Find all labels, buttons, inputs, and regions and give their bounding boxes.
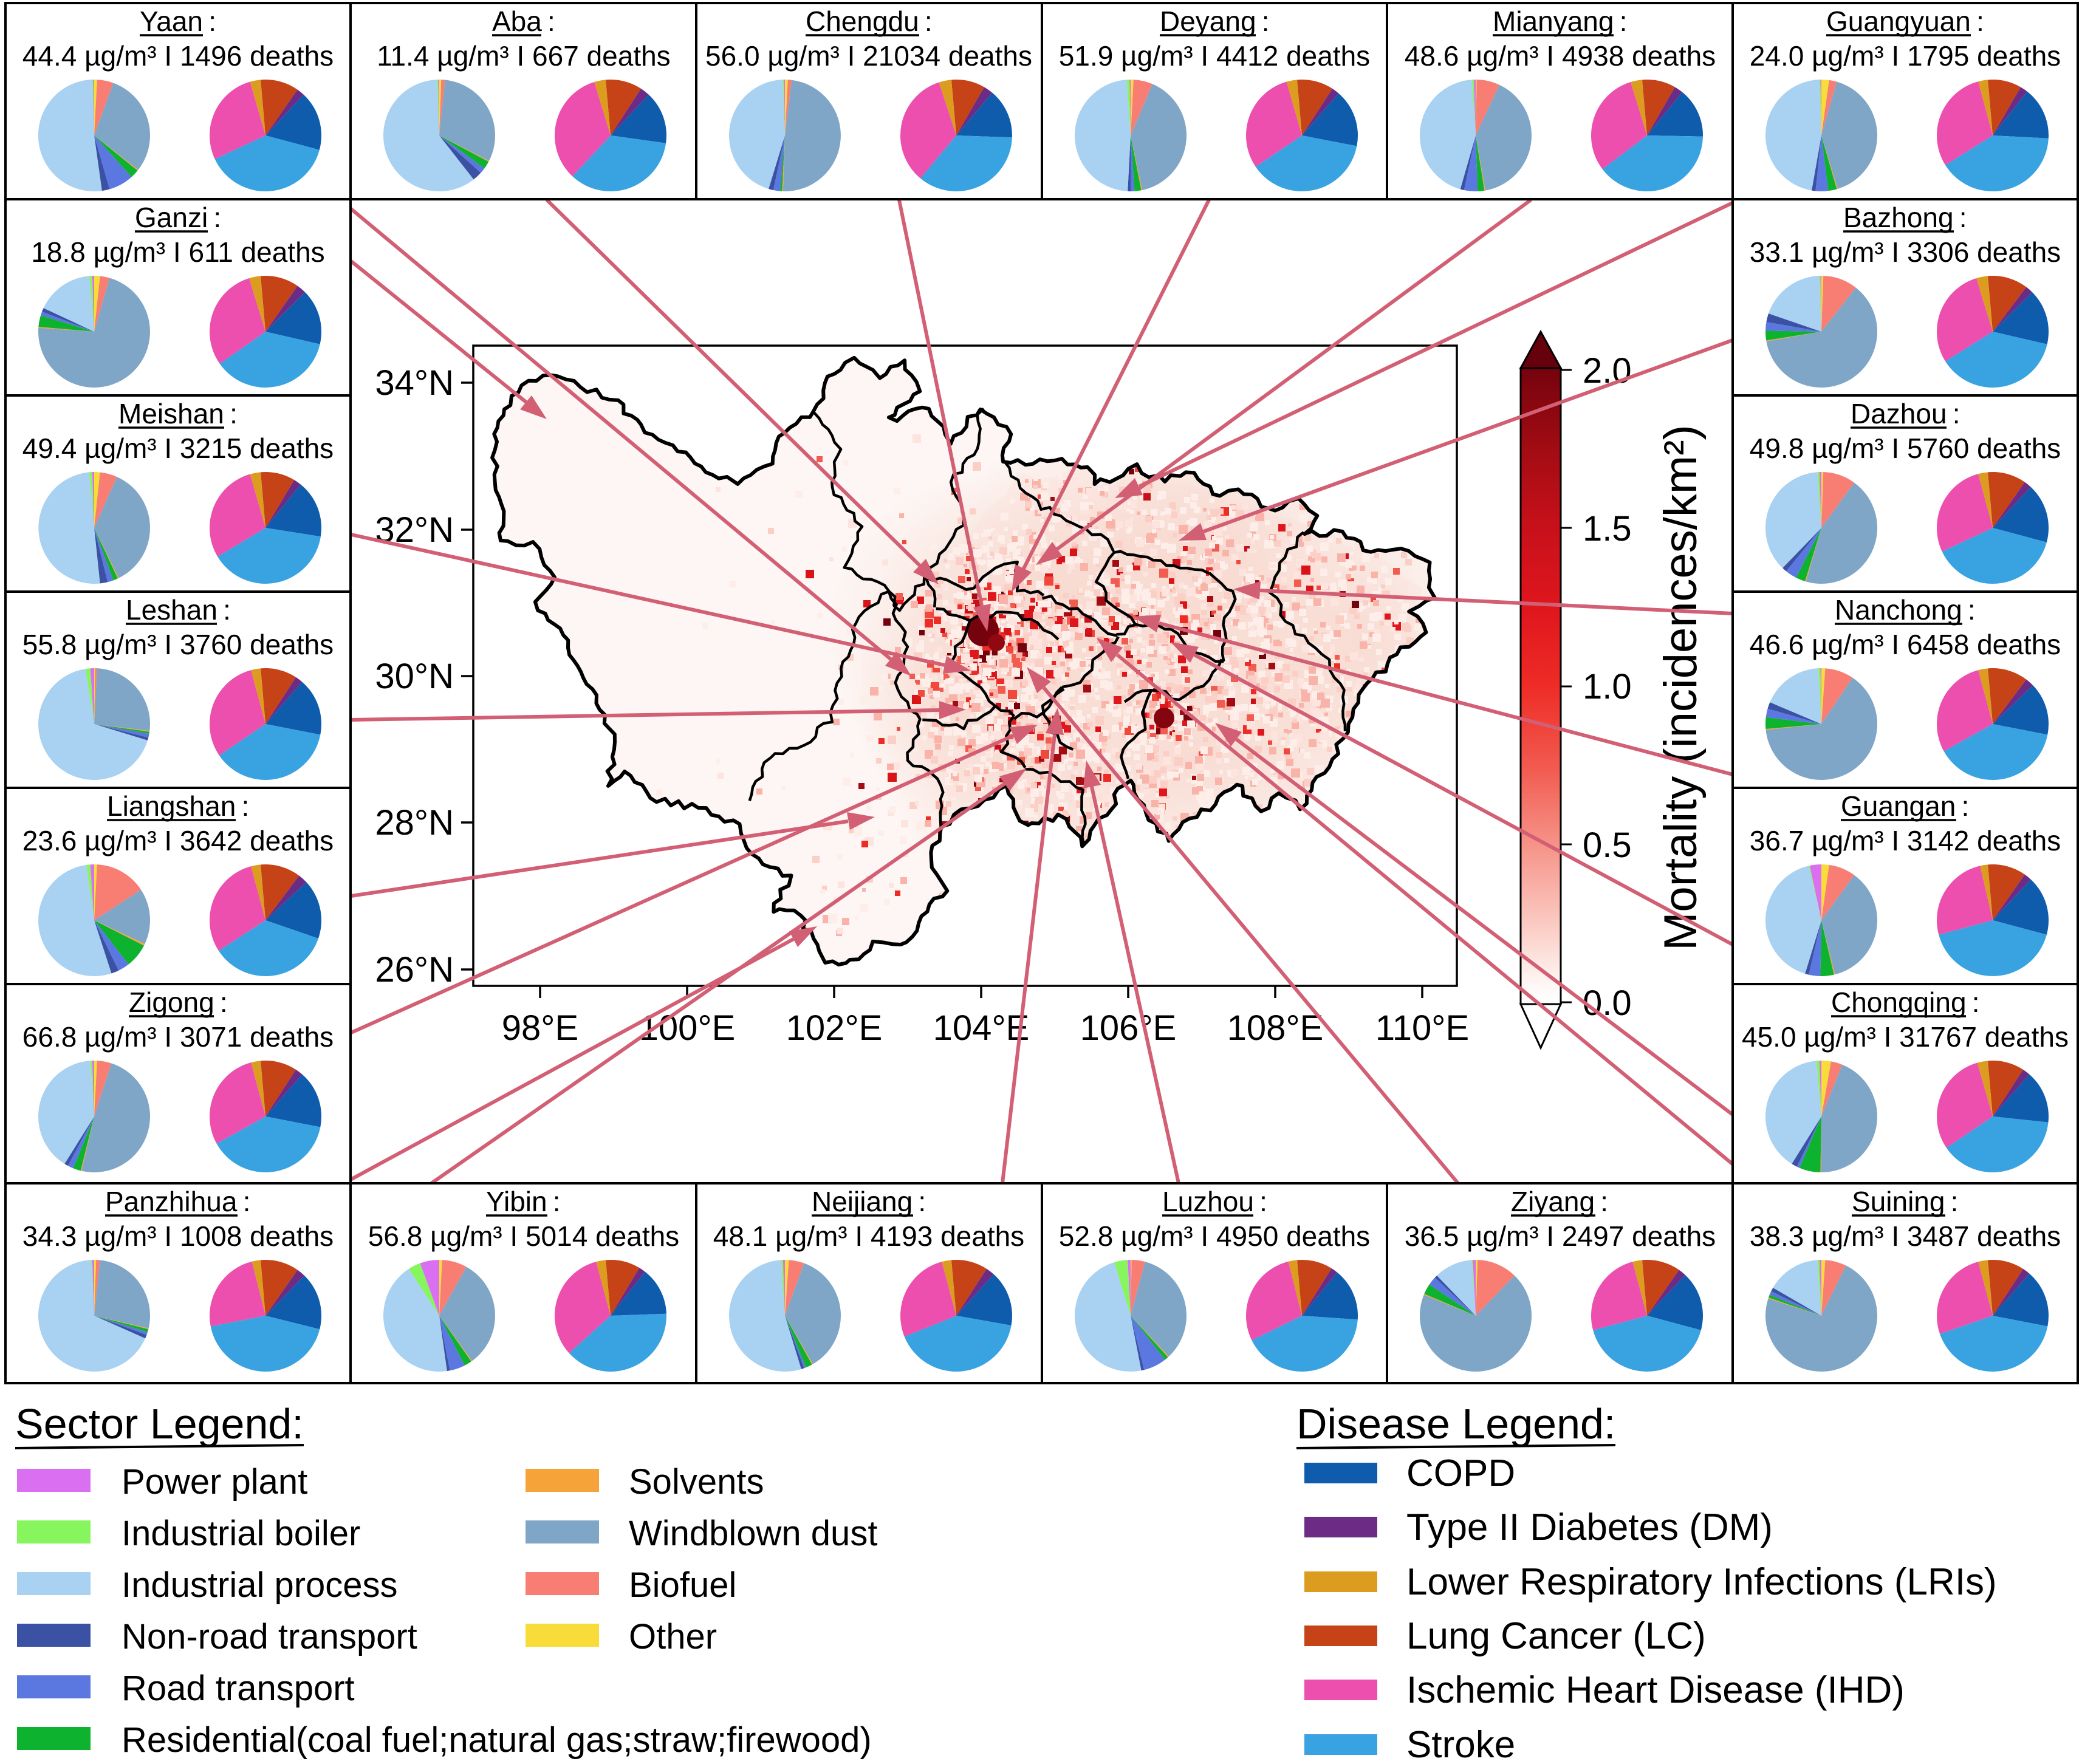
svg-text:104°E: 104°E <box>933 1008 1030 1048</box>
svg-text:Residential(coal fuel;natural: Residential(coal fuel;natural gas;straw;… <box>122 1720 872 1760</box>
svg-text:Mianyang :: Mianyang : <box>1493 5 1627 37</box>
svg-text:Disease Legend:: Disease Legend: <box>1296 1400 1615 1448</box>
svg-text:49.4 µg/m³ I 3215 deaths: 49.4 µg/m³ I 3215 deaths <box>22 432 334 464</box>
svg-text:Deyang :: Deyang : <box>1160 5 1270 37</box>
svg-text:36.7 µg/m³ I 3142 deaths: 36.7 µg/m³ I 3142 deaths <box>1750 825 2061 856</box>
svg-text:48.6 µg/m³ I 4938 deaths: 48.6 µg/m³ I 4938 deaths <box>1405 40 1716 72</box>
svg-text:1.0: 1.0 <box>1583 667 1632 706</box>
svg-text:18.8 µg/m³ I 611 deaths: 18.8 µg/m³ I 611 deaths <box>31 236 324 268</box>
svg-text:Lung Cancer (LC): Lung Cancer (LC) <box>1406 1615 1706 1657</box>
svg-text:Industrial boiler: Industrial boiler <box>122 1514 360 1553</box>
svg-text:Leshan :: Leshan : <box>126 594 231 626</box>
svg-text:COPD: COPD <box>1406 1452 1515 1494</box>
svg-text:102°E: 102°E <box>786 1008 883 1048</box>
svg-text:46.6 µg/m³ I 6458 deaths: 46.6 µg/m³ I 6458 deaths <box>1750 629 2061 660</box>
svg-text:Aba :: Aba : <box>492 5 555 37</box>
svg-text:Lower Respiratory Infections (: Lower Respiratory Infections (LRIs) <box>1406 1561 1997 1603</box>
svg-text:Stroke: Stroke <box>1406 1724 1515 1764</box>
svg-text:30°N: 30°N <box>375 657 454 696</box>
svg-text:Zigong :: Zigong : <box>129 986 228 1018</box>
svg-text:66.8 µg/m³ I 3071 deaths: 66.8 µg/m³ I 3071 deaths <box>22 1021 334 1053</box>
svg-text:33.1 µg/m³ I 3306 deaths: 33.1 µg/m³ I 3306 deaths <box>1750 236 2061 268</box>
svg-text:Power plant: Power plant <box>122 1462 307 1502</box>
svg-text:26°N: 26°N <box>375 950 454 990</box>
svg-text:Ziyang :: Ziyang : <box>1511 1186 1608 1217</box>
svg-text:44.4 µg/m³ I 1496 deaths: 44.4 µg/m³ I 1496 deaths <box>22 40 334 72</box>
svg-text:34°N: 34°N <box>375 363 454 403</box>
svg-text:Neijiang :: Neijiang : <box>812 1186 926 1217</box>
svg-text:52.8 µg/m³ I 4950 deaths: 52.8 µg/m³ I 4950 deaths <box>1059 1220 1370 1252</box>
svg-text:Biofuel: Biofuel <box>629 1565 736 1605</box>
svg-text:28°N: 28°N <box>375 803 454 843</box>
svg-text:Liangshan :: Liangshan : <box>107 790 249 822</box>
svg-text:Other: Other <box>629 1617 717 1656</box>
svg-text:Suining :: Suining : <box>1852 1186 1958 1217</box>
svg-text:Chongqing :: Chongqing : <box>1831 986 1980 1018</box>
svg-text:Ganzi :: Ganzi : <box>135 202 221 233</box>
svg-text:Meishan :: Meishan : <box>118 398 238 429</box>
svg-text:Nanchong :: Nanchong : <box>1835 594 1976 626</box>
svg-text:Road transport: Road transport <box>122 1669 355 1708</box>
svg-text:Yibin :: Yibin : <box>486 1186 561 1217</box>
svg-text:34.3 µg/m³ I 1008 deaths: 34.3 µg/m³ I 1008 deaths <box>22 1220 334 1252</box>
svg-text:Guangyuan :: Guangyuan : <box>1826 5 1984 37</box>
svg-text:106°E: 106°E <box>1080 1008 1177 1048</box>
svg-text:51.9 µg/m³ I 4412 deaths: 51.9 µg/m³ I 4412 deaths <box>1059 40 1370 72</box>
svg-text:Yaan :: Yaan : <box>140 5 216 37</box>
svg-text:Ischemic Heart Disease (IHD): Ischemic Heart Disease (IHD) <box>1406 1669 1905 1711</box>
svg-text:48.1 µg/m³ I 4193 deaths: 48.1 µg/m³ I 4193 deaths <box>713 1220 1024 1252</box>
svg-text:56.0 µg/m³ I 21034 deaths: 56.0 µg/m³ I 21034 deaths <box>705 40 1032 72</box>
svg-text:110°E: 110°E <box>1375 1008 1469 1048</box>
svg-text:Windblown dust: Windblown dust <box>629 1514 877 1553</box>
svg-text:38.3 µg/m³ I 3487 deaths: 38.3 µg/m³ I 3487 deaths <box>1750 1220 2061 1252</box>
svg-text:Dazhou :: Dazhou : <box>1851 398 1960 429</box>
svg-text:Sector Legend:: Sector Legend: <box>15 1400 304 1448</box>
svg-text:24.0 µg/m³ I 1795 deaths: 24.0 µg/m³ I 1795 deaths <box>1750 40 2061 72</box>
svg-text:Non-road transport: Non-road transport <box>122 1617 417 1656</box>
svg-text:0.5: 0.5 <box>1583 826 1632 865</box>
svg-text:Type II Diabetes (DM): Type II Diabetes (DM) <box>1406 1506 1773 1548</box>
svg-text:Panzhihua :: Panzhihua : <box>105 1186 250 1217</box>
svg-text:45.0 µg/m³ I 31767 deaths: 45.0 µg/m³ I 31767 deaths <box>1742 1021 2069 1053</box>
svg-text:1.5: 1.5 <box>1583 509 1632 549</box>
svg-text:Luzhou :: Luzhou : <box>1162 1186 1267 1217</box>
svg-text:11.4 µg/m³ I 667 deaths: 11.4 µg/m³ I 667 deaths <box>377 40 670 72</box>
svg-text:23.6 µg/m³ I 3642 deaths: 23.6 µg/m³ I 3642 deaths <box>22 825 334 856</box>
svg-text:Bazhong :: Bazhong : <box>1843 202 1967 233</box>
svg-text:Industrial process: Industrial process <box>122 1565 398 1605</box>
svg-text:36.5 µg/m³ I 2497 deaths: 36.5 µg/m³ I 2497 deaths <box>1405 1220 1716 1252</box>
svg-text:49.8 µg/m³ I 5760 deaths: 49.8 µg/m³ I 5760 deaths <box>1750 432 2061 464</box>
svg-text:Guangan :: Guangan : <box>1841 790 1969 822</box>
svg-text:55.8 µg/m³ I 3760 deaths: 55.8 µg/m³ I 3760 deaths <box>22 629 334 660</box>
svg-text:Chengdu :: Chengdu : <box>806 5 933 37</box>
svg-text:0.0: 0.0 <box>1583 983 1632 1023</box>
svg-text:98°E: 98°E <box>502 1008 578 1048</box>
svg-text:56.8 µg/m³ I 5014 deaths: 56.8 µg/m³ I 5014 deaths <box>368 1220 679 1252</box>
svg-text:Solvents: Solvents <box>629 1462 764 1502</box>
svg-text:Mortality (incidences/km²): Mortality (incidences/km²) <box>1655 425 1707 951</box>
svg-text:108°E: 108°E <box>1227 1008 1324 1048</box>
